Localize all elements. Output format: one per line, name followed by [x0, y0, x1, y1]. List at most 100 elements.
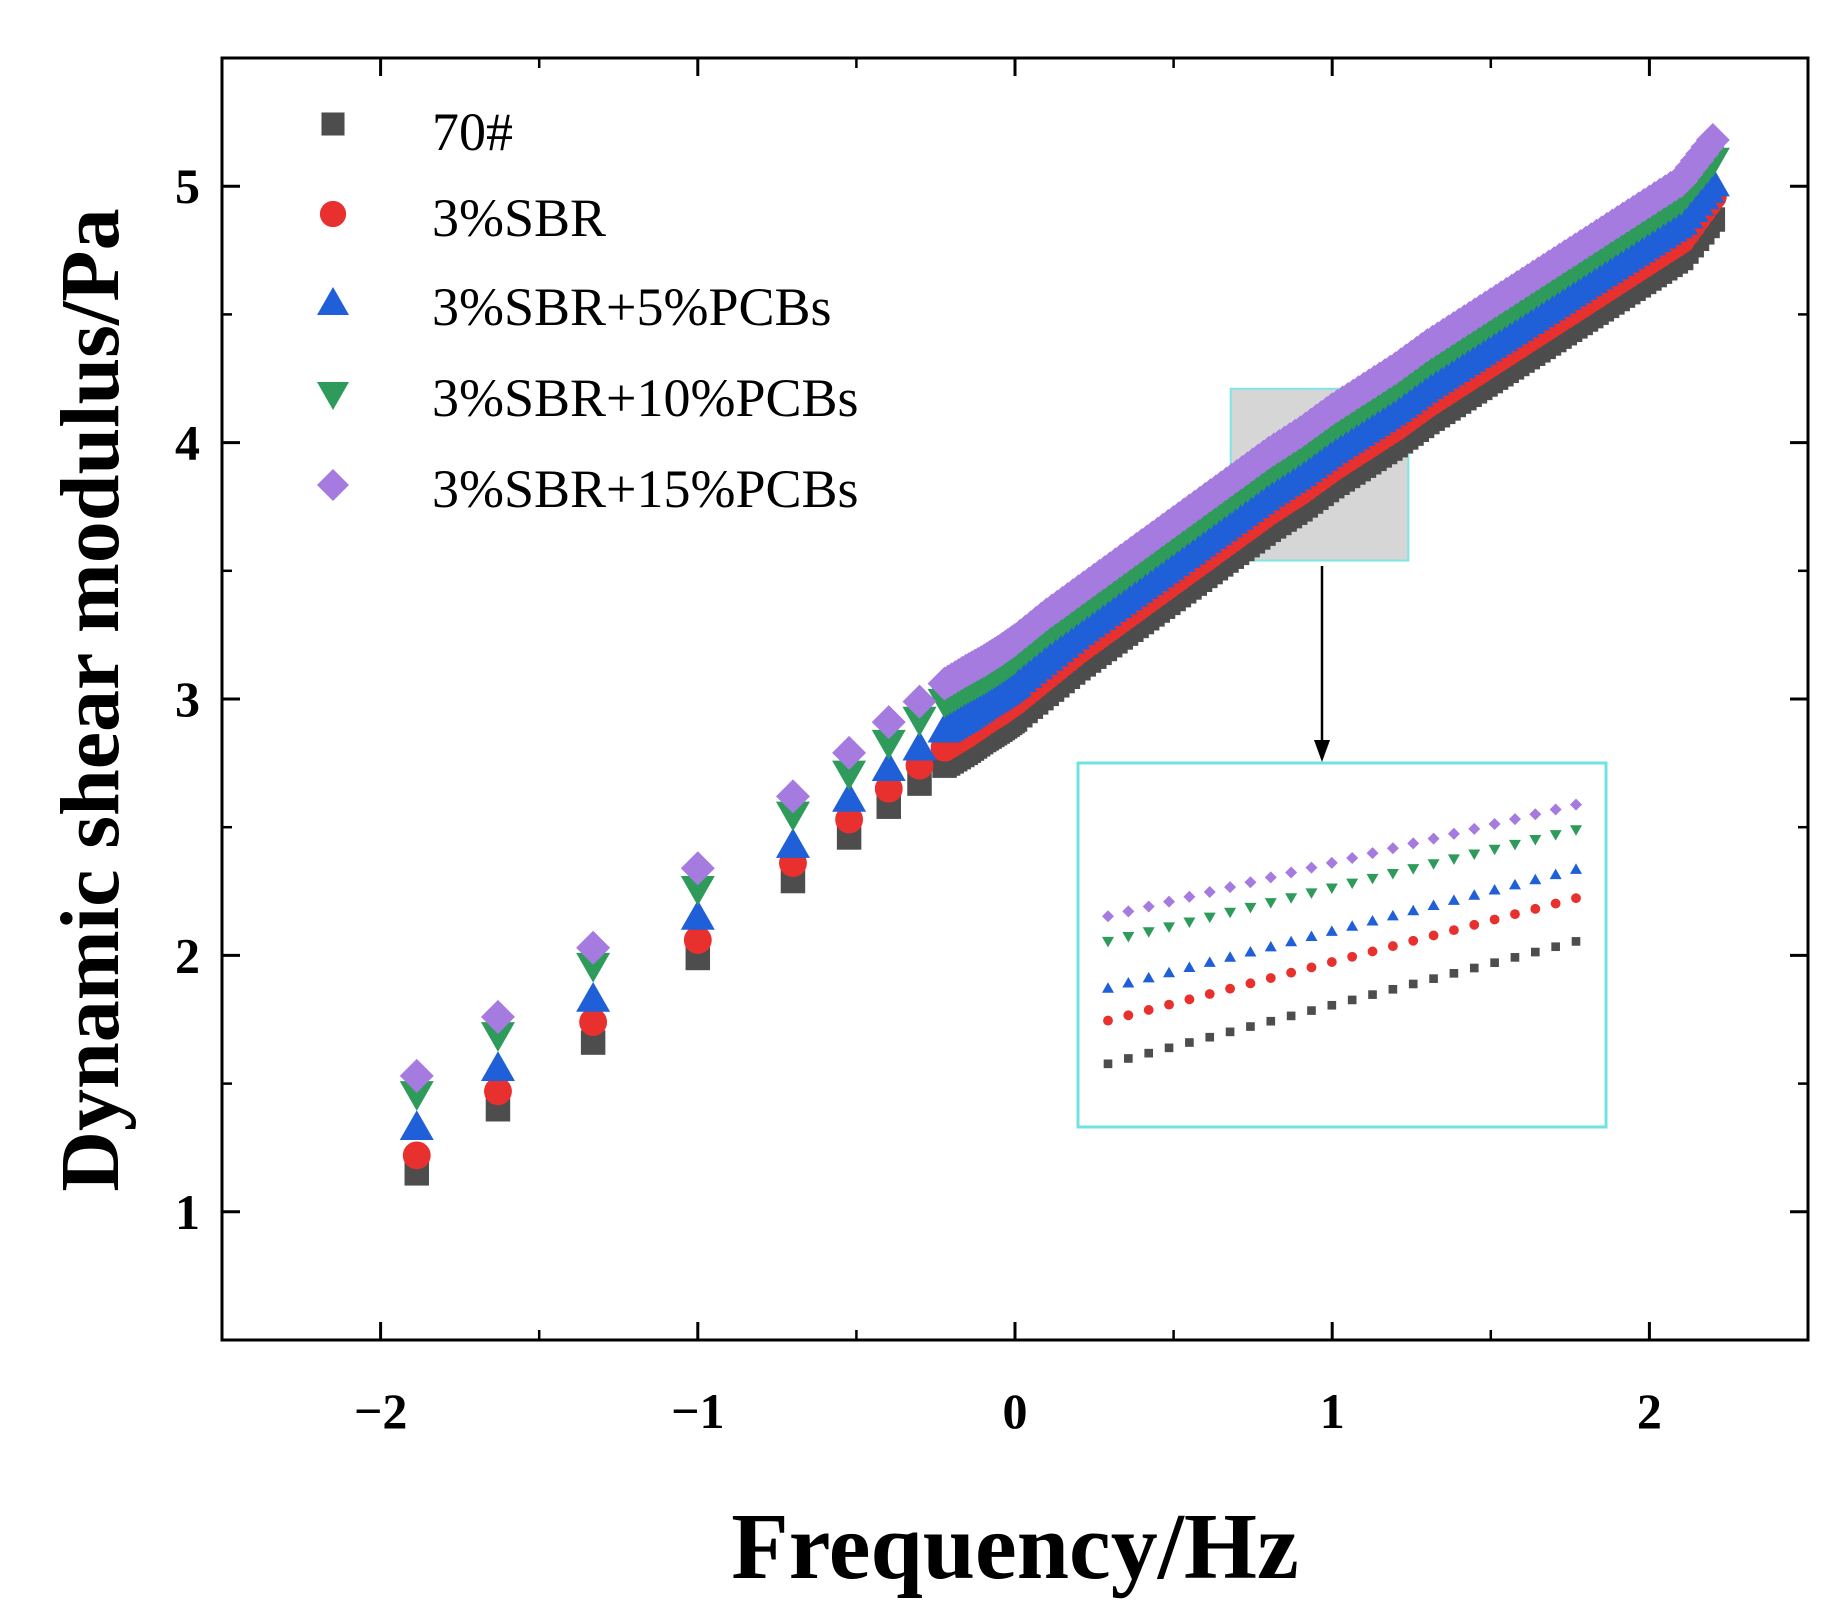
inset-point: [1570, 825, 1582, 836]
data-point: [871, 705, 906, 740]
inset-point: [1286, 1011, 1296, 1021]
data-point: [874, 774, 903, 803]
data-point: [967, 687, 1002, 717]
inset-point: [1185, 1038, 1194, 1047]
data-point: [1664, 164, 1699, 199]
inset-point: [1204, 989, 1215, 999]
data-point: [1283, 415, 1318, 450]
y-tick-label: 1: [175, 1184, 200, 1240]
inset-point: [1103, 1015, 1113, 1026]
zoom-inset: [1076, 761, 1608, 1129]
legend-label-3sbr: 3%SBR: [432, 188, 606, 248]
legend-marker-circle-icon: [319, 200, 347, 228]
legend-item-3sbr-5pcbs: 3%SBR+5%PCBs: [317, 277, 832, 337]
data-point: [576, 930, 611, 965]
data-point: [1220, 458, 1255, 493]
data-point: [1537, 287, 1572, 317]
legend-marker-diamond-icon: [317, 469, 349, 501]
inset-point: [1224, 907, 1237, 919]
data-point: [1600, 246, 1635, 276]
inset-point: [1408, 979, 1418, 989]
data-point: [1346, 412, 1381, 443]
data-point: [832, 781, 867, 812]
inset-point: [1346, 920, 1359, 931]
legend-item-70: 70#: [321, 102, 513, 162]
data-point: [835, 805, 864, 834]
legend-marker-triangle-up-icon: [317, 287, 349, 315]
data-point: [1632, 184, 1667, 219]
data-point: [480, 1051, 515, 1081]
x-tick-label: 0: [1003, 1383, 1028, 1439]
data-point: [775, 801, 810, 832]
x-tick-label: −2: [354, 1383, 408, 1439]
inset-point: [1203, 956, 1216, 967]
inset-point: [1346, 851, 1359, 864]
data-point: [484, 1077, 512, 1106]
legend-marker: [317, 382, 349, 410]
data-point: [1220, 499, 1255, 530]
series-4: [399, 123, 1730, 1093]
inset-point: [1264, 871, 1277, 884]
y-axis-title: Dynamic shear modulus/Pa: [44, 208, 137, 1191]
legend-label-70: 70#: [432, 102, 513, 162]
inset-point: [1325, 856, 1338, 869]
data-point: [1251, 476, 1286, 507]
inset-point: [1489, 914, 1500, 925]
inset-point: [1285, 866, 1298, 879]
data-point: [983, 676, 1018, 707]
inset-point: [1510, 909, 1520, 920]
data-point: [1346, 371, 1381, 406]
inset-point: [1246, 1022, 1255, 1031]
data-point: [832, 760, 867, 791]
data-point: [927, 666, 962, 701]
data-point: [998, 666, 1032, 697]
inset-point: [1571, 893, 1581, 904]
data-point: [399, 1058, 434, 1093]
inset-series-3: [1102, 825, 1582, 948]
data-point: [1537, 246, 1572, 281]
data-point: [1442, 307, 1477, 342]
inset-point: [1164, 1043, 1174, 1053]
inset-point: [1570, 863, 1582, 874]
inset-point: [1407, 864, 1420, 875]
inset-point: [1570, 798, 1582, 811]
y-tick-label: 3: [175, 671, 200, 727]
inset-point: [1122, 977, 1135, 988]
legend-marker: [319, 200, 347, 228]
inset-point: [1305, 930, 1318, 942]
inset-point: [1427, 859, 1440, 870]
inset-point: [1549, 803, 1562, 816]
inset-point: [1307, 1006, 1316, 1015]
inset-point: [1285, 935, 1298, 947]
data-point: [1664, 205, 1699, 235]
data-point: [1505, 307, 1540, 338]
x-tick-label: 1: [1320, 1383, 1345, 1439]
data-point: [1410, 369, 1445, 399]
inset-point: [1488, 844, 1501, 856]
data-point: [1442, 348, 1477, 379]
inset-point: [1549, 830, 1562, 841]
inset-point: [1449, 969, 1459, 978]
data-point: [480, 1022, 515, 1052]
inset-point: [1447, 827, 1460, 840]
data-point: [902, 684, 937, 719]
data-point: [1473, 287, 1508, 322]
y-tick-label: 5: [175, 158, 200, 214]
data-point: [579, 1008, 608, 1037]
inset-point: [1368, 990, 1377, 999]
inset-point: [1508, 813, 1521, 826]
inset-point: [1183, 917, 1196, 928]
inset-point: [1142, 927, 1155, 938]
inset-point: [1366, 873, 1379, 885]
inset-point: [1551, 942, 1560, 952]
inset-point: [1102, 982, 1114, 993]
data-point: [576, 981, 611, 1012]
inset-point: [1122, 905, 1135, 918]
data-point: [1156, 505, 1191, 540]
inset-point: [1244, 876, 1257, 889]
inset-point: [1530, 947, 1540, 957]
inset-point: [1163, 966, 1176, 978]
inset-point: [1508, 839, 1521, 851]
legend-marker: [317, 287, 349, 315]
